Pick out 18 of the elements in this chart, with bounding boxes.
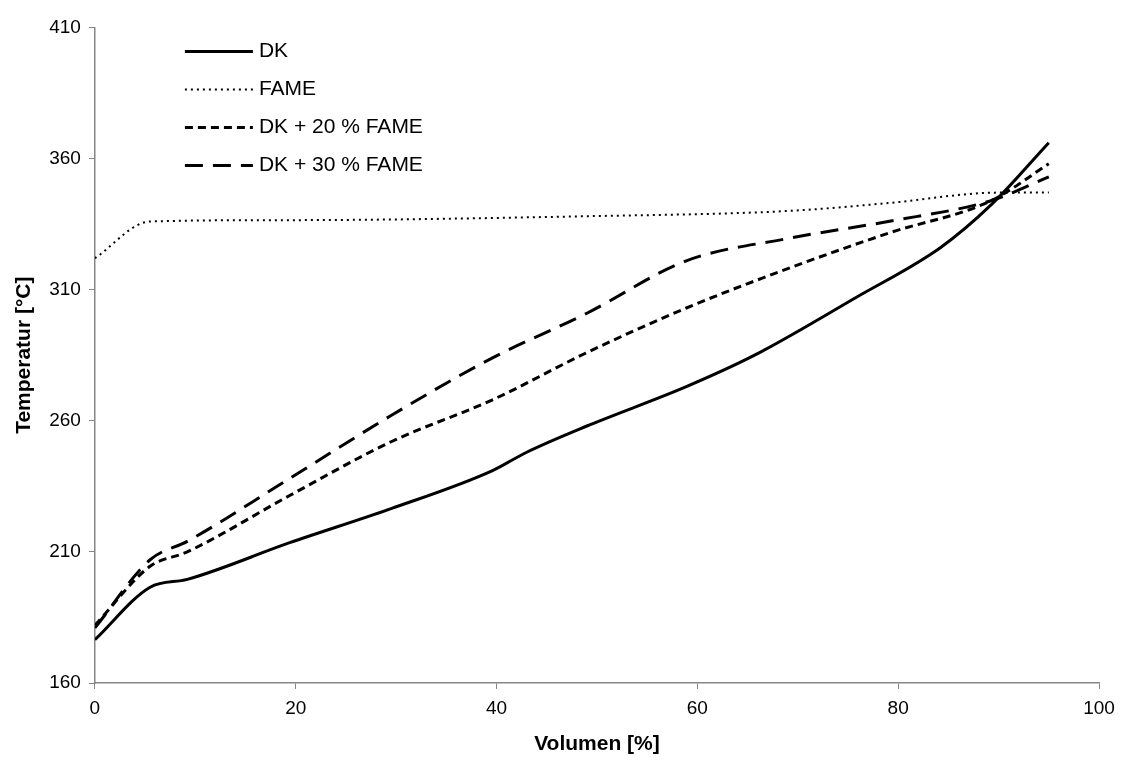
x-tick-label: 60 xyxy=(686,696,708,718)
y-tick-label: 210 xyxy=(49,540,81,562)
x-tick-label: 40 xyxy=(485,696,508,718)
x-axis-title: Volumen [%] xyxy=(534,731,660,755)
y-tick-label: 360 xyxy=(49,146,81,168)
y-axis-title: Temperatur [°C] xyxy=(11,276,35,434)
x-tick-label: 80 xyxy=(887,696,909,718)
x-tick-label: 0 xyxy=(89,696,101,718)
legend-label: FAME xyxy=(258,76,317,100)
x-tick-label: 100 xyxy=(1083,696,1115,718)
y-tick-label: 310 xyxy=(49,277,81,299)
y-tick-label: 160 xyxy=(49,671,81,693)
legend-label: DK + 20 % FAME xyxy=(258,114,423,138)
legend-label: DK + 30 % FAME xyxy=(258,152,423,176)
legend-label: DK xyxy=(258,38,289,62)
x-tick-label: 20 xyxy=(285,696,307,718)
y-tick-label: 410 xyxy=(49,15,81,37)
y-tick-label: 260 xyxy=(49,408,81,430)
